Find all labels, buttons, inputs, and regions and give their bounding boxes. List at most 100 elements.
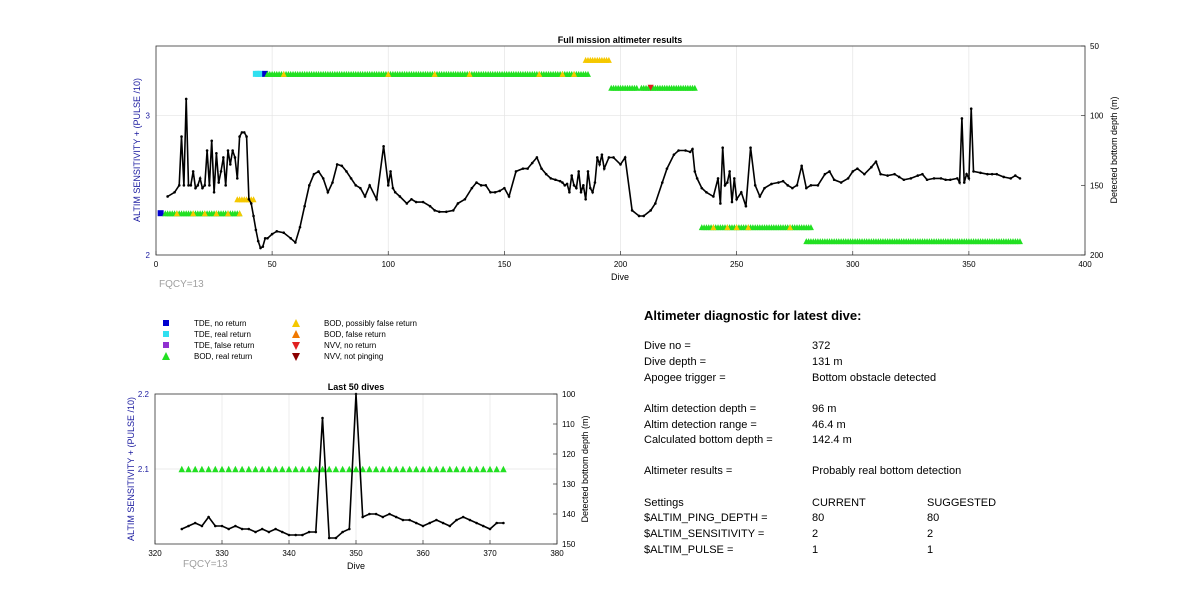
y-tick-label: 3 (146, 112, 151, 121)
depth-point (222, 156, 225, 159)
altim-detection-range-row: Altim detection range = 46.4 m (644, 419, 846, 431)
depth-point (428, 521, 432, 525)
depth-point (514, 170, 518, 173)
depth-point (684, 149, 687, 152)
depth-point (1002, 175, 1006, 179)
depth-point (215, 151, 218, 155)
x-tick-label: 0 (154, 260, 159, 269)
depth-point (349, 177, 353, 180)
depth-point (507, 195, 511, 198)
depth-point (839, 181, 843, 184)
x-tick-label: 100 (382, 260, 396, 269)
bod-possibly-false-return-marker (236, 210, 243, 217)
depth-point (451, 209, 455, 212)
depth-point (415, 521, 418, 525)
bod-real-return-marker (352, 465, 360, 473)
bod-real-return-marker (466, 465, 474, 473)
bod-possibly-false-return-marker (201, 210, 208, 217)
settings-header-row: Settings CURRENT SUGGESTED (644, 497, 997, 509)
depth-point (719, 202, 722, 205)
top-chart-title: Full mission altimeter results (558, 35, 683, 45)
pulse-row: $ALTIM_PULSE = 1 1 (644, 544, 934, 556)
bod-real-return-marker (419, 465, 427, 473)
bod-real-return-marker (299, 465, 306, 473)
depth-point (307, 530, 311, 534)
depth-point (314, 530, 318, 534)
depth-point (287, 533, 291, 537)
bod-real-return-marker (279, 465, 286, 473)
depth-point (374, 512, 378, 516)
depth-point (242, 131, 246, 134)
bod-real-return-marker (305, 465, 313, 473)
bottom-chart-xlabel: Dive (347, 561, 365, 571)
depth-point (394, 515, 398, 519)
y2-tick-label: 50 (1090, 42, 1099, 51)
depth-point (561, 181, 564, 184)
depth-point (368, 184, 371, 187)
depth-point (345, 170, 348, 173)
y2-tick-label: 200 (1090, 251, 1104, 260)
depth-point (932, 177, 936, 180)
depth-point (549, 177, 553, 180)
depth-point (475, 181, 478, 184)
bod-real-return-marker (225, 465, 232, 473)
bod-real-return-marker (232, 465, 239, 473)
depth-point (589, 186, 592, 190)
y2-tick-label: 140 (562, 510, 576, 519)
depth-point (187, 524, 190, 528)
depth-point (726, 181, 729, 184)
depth-point (389, 170, 392, 173)
bod-real-return-marker (185, 465, 192, 473)
depth-point (203, 184, 207, 187)
depth-point (189, 184, 193, 187)
depth-point (441, 521, 445, 525)
bod-real-return-marker (285, 465, 293, 473)
bod-possibly-false-return-marker (724, 224, 731, 231)
depth-point (298, 225, 302, 229)
depth-point (398, 195, 402, 198)
bod-real-return-marker (198, 465, 206, 473)
depth-point (219, 170, 223, 173)
depth-point (240, 527, 244, 531)
depth-point (245, 135, 248, 138)
tde-no-return-marker (157, 210, 164, 217)
depth-point (317, 170, 320, 173)
depth-point (781, 179, 785, 183)
bod-possibly-false-return-marker (173, 210, 180, 217)
bod-real-return-marker (1016, 238, 1023, 245)
bod-possibly-false-return-marker (710, 224, 717, 231)
x-tick-label: 250 (730, 260, 744, 269)
depth-point (428, 204, 432, 208)
depth-point (558, 179, 562, 183)
depth-point (381, 515, 385, 519)
depth-point (886, 174, 889, 177)
depth-point (327, 536, 331, 540)
bod-real-return-marker (238, 465, 246, 473)
depth-point (388, 512, 391, 516)
bod-real-return-marker (218, 465, 226, 473)
depth-point (493, 191, 497, 194)
depth-point (208, 184, 211, 187)
bod-real-return-marker (446, 465, 454, 473)
depth-point (382, 145, 385, 148)
x-tick-label: 340 (282, 549, 296, 558)
depth-point (193, 521, 197, 525)
depth-point (335, 163, 339, 166)
depth-point (572, 184, 576, 187)
depth-point (939, 177, 943, 180)
depth-point (503, 186, 506, 190)
depth-point (921, 172, 924, 176)
bod-real-return-marker (245, 465, 253, 473)
bod-real-return-marker (406, 465, 413, 473)
x-tick-label: 380 (550, 549, 564, 558)
depth-point (341, 530, 344, 534)
depth-point (955, 177, 959, 180)
bod-possibly-false-return-marker (605, 56, 612, 63)
depth-point (1009, 177, 1012, 180)
full-mission-chart: Full mission altimeter results 0 50 100 150… (132, 35, 1119, 290)
top-chart-ylabel-right: Detected bottom depth (m) (1109, 96, 1119, 203)
depth-point (227, 527, 230, 531)
depth-point (568, 191, 571, 194)
depth-point (593, 181, 597, 184)
depth-point (969, 107, 973, 110)
